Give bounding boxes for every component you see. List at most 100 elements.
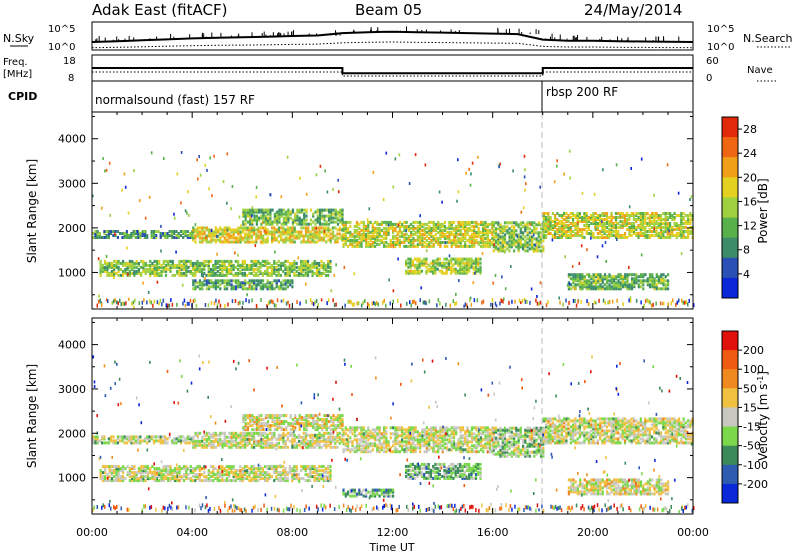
power-cell xyxy=(648,234,651,237)
power-cell xyxy=(273,259,276,263)
power-cell xyxy=(560,230,563,233)
power-cell xyxy=(194,236,197,240)
power-cell xyxy=(358,232,361,236)
power-cell xyxy=(101,236,104,239)
power-cell xyxy=(461,234,465,238)
power-cell xyxy=(626,236,629,239)
power-cell xyxy=(587,224,590,227)
power-scatter-cell xyxy=(148,195,151,199)
power-cell xyxy=(232,267,235,271)
power-cell xyxy=(96,234,99,237)
velocity-cell xyxy=(261,477,264,481)
power-cell xyxy=(223,285,226,289)
power-cell xyxy=(132,230,135,233)
power-cell xyxy=(482,222,485,226)
power-cell xyxy=(113,269,116,273)
power-cell xyxy=(428,242,431,246)
power-cell xyxy=(563,218,566,221)
power-cell xyxy=(448,240,451,244)
velocity-cell xyxy=(284,475,287,479)
power-cell xyxy=(210,281,213,285)
power-cell xyxy=(416,234,419,238)
power-cell xyxy=(113,273,116,277)
velocity-cell xyxy=(166,437,169,441)
power-cell xyxy=(687,228,690,231)
power-cell xyxy=(464,240,467,244)
velocity-cell xyxy=(160,477,163,481)
power-cell xyxy=(524,235,527,239)
power-cell xyxy=(194,228,197,232)
power-scatter-cell xyxy=(580,244,583,248)
power-cell xyxy=(675,226,678,229)
power-cell xyxy=(367,232,370,236)
power-cell xyxy=(277,271,280,275)
power-cell xyxy=(334,238,337,242)
power-cell xyxy=(434,224,437,228)
power-cell xyxy=(556,222,559,225)
power-cell xyxy=(327,259,330,263)
power-cell xyxy=(107,230,110,233)
power-cell xyxy=(291,285,294,289)
power-cell xyxy=(329,228,332,232)
velocity-cell xyxy=(221,477,224,481)
power-cell xyxy=(630,224,633,227)
power-cell xyxy=(98,232,101,235)
power-cell xyxy=(619,236,622,239)
power-cell xyxy=(383,236,386,240)
power-cell xyxy=(134,232,137,235)
power-cell xyxy=(503,239,507,243)
velocity-cell xyxy=(257,479,260,483)
power-cell xyxy=(639,279,643,283)
power-near-range-cell xyxy=(616,298,618,303)
power-cell xyxy=(513,229,516,233)
power-cell xyxy=(244,210,247,214)
power-cell xyxy=(134,236,137,239)
power-cell xyxy=(599,224,602,227)
velocity-cell xyxy=(143,439,146,443)
power-cell xyxy=(232,228,235,232)
power-cell xyxy=(376,236,379,240)
power-cell xyxy=(246,210,249,214)
power-cell xyxy=(533,227,536,231)
power-cell xyxy=(385,220,388,224)
power-scatter-cell xyxy=(615,221,618,225)
power-cell xyxy=(430,220,433,224)
power-cell xyxy=(244,226,247,230)
velocity-cell xyxy=(158,475,161,479)
velocity-cell xyxy=(132,441,135,445)
power-cell xyxy=(574,275,577,279)
power-cell xyxy=(200,267,204,271)
power-cell xyxy=(641,232,645,235)
power-cell xyxy=(420,261,423,265)
power-cell xyxy=(644,228,647,231)
power-cell xyxy=(252,269,255,273)
power-cell xyxy=(184,230,187,233)
power-cell xyxy=(362,232,365,236)
power-cell xyxy=(533,225,536,229)
power-cell xyxy=(219,259,222,263)
power-cell xyxy=(374,228,377,232)
power-cell xyxy=(137,232,140,235)
power-cell xyxy=(445,257,448,261)
power-cell xyxy=(452,269,455,273)
power-cell xyxy=(251,222,254,226)
power-cell xyxy=(322,271,325,275)
power-cell xyxy=(678,234,681,237)
power-colorbar-frame xyxy=(721,116,739,299)
power-cell xyxy=(315,265,319,269)
power-near-range-cell xyxy=(186,301,189,306)
velocity-cell xyxy=(137,471,140,475)
velocity-cell xyxy=(99,475,102,479)
power-cell xyxy=(619,273,622,277)
power-scatter-cell xyxy=(132,271,135,275)
power-cell xyxy=(266,285,269,289)
power-cell xyxy=(216,269,219,273)
power-cell xyxy=(475,222,478,226)
power-cell xyxy=(269,218,272,222)
power-cell xyxy=(387,242,390,246)
power-cell xyxy=(389,226,392,230)
power-cell xyxy=(560,236,563,239)
power-cell xyxy=(601,230,604,233)
power-cell xyxy=(252,273,255,277)
velocity-cell xyxy=(198,479,201,483)
